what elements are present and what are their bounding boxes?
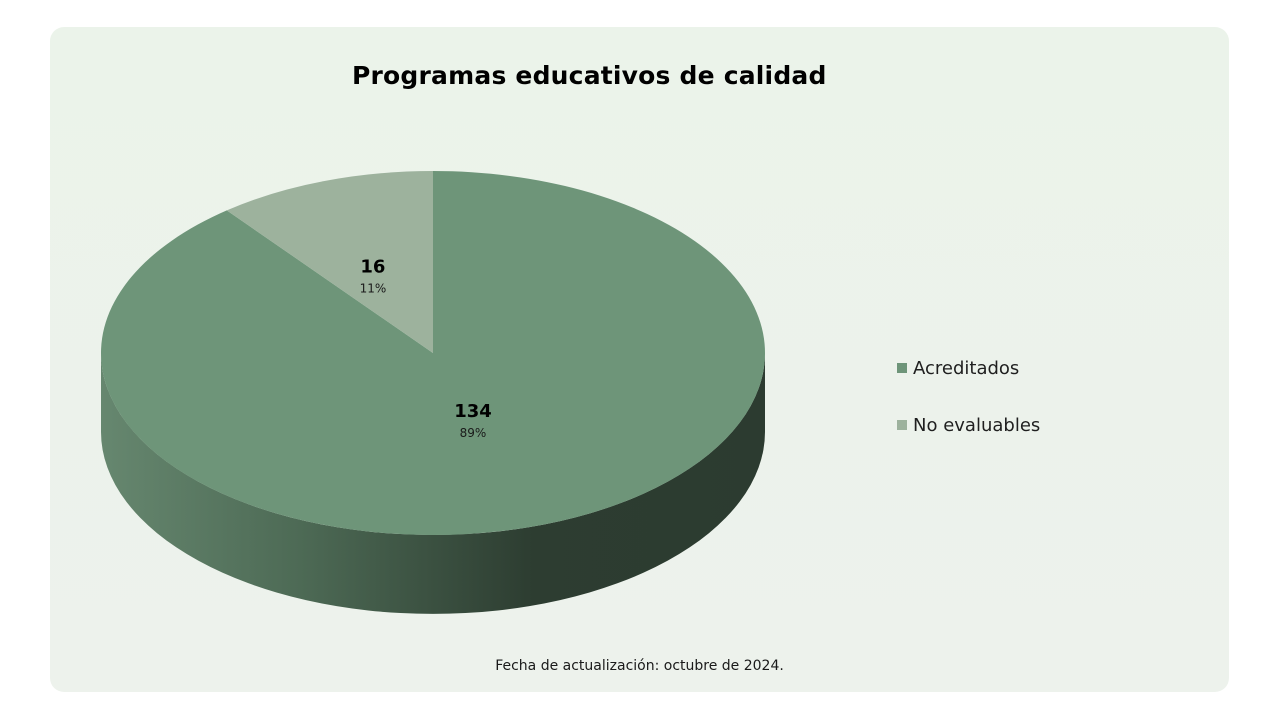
pie-slice-no-evaluables (226, 171, 433, 353)
legend-swatch-no-evaluables (897, 420, 907, 430)
legend-swatch-acreditados (897, 363, 907, 373)
legend: Acreditados No evaluables (897, 355, 1040, 469)
pie-side-wall (101, 353, 765, 614)
chart-card: Programas educativos de calidad 134 89% 16… (50, 27, 1229, 692)
legend-label-no-evaluables: No evaluables (913, 414, 1041, 436)
legend-item-acreditados: Acreditados (897, 355, 1040, 381)
legend-label-acreditados: Acreditados (913, 357, 1020, 379)
percent-label-no-evaluables: 11% (360, 281, 387, 295)
pie-chart: 134 89% 16 11% (101, 171, 765, 614)
pie-labels: 134 89% 16 11% (360, 256, 492, 440)
pie-sides (101, 353, 765, 614)
legend-item-no-evaluables: No evaluables (897, 412, 1040, 438)
update-date-footnote: Fecha de actualización: octubre de 2024. (495, 658, 784, 674)
chart-title: Programas educativos de calidad (352, 61, 827, 90)
pie-tops (101, 171, 765, 535)
value-label-acreditados: 134 (454, 401, 492, 422)
value-label-no-evaluables: 16 (360, 256, 385, 277)
percent-label-acreditados: 89% (460, 426, 487, 440)
